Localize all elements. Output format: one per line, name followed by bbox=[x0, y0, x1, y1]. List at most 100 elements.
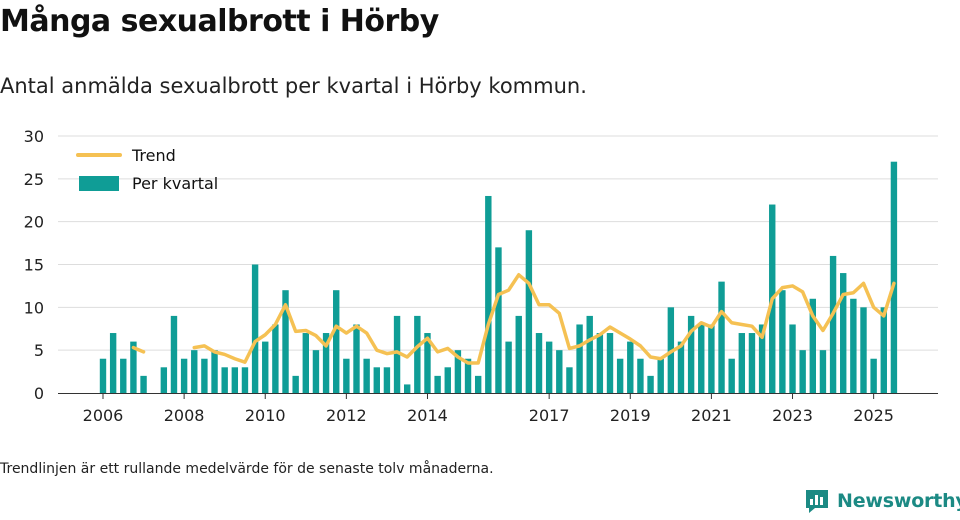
chart-subtitle: Antal anmälda sexualbrott per kvartal i … bbox=[0, 74, 587, 98]
bar-2023-Q4 bbox=[819, 350, 827, 393]
bar-2012-Q1 bbox=[343, 358, 350, 393]
trend-line bbox=[131, 273, 896, 365]
bar-2017-Q4 bbox=[576, 324, 583, 393]
bar-2009-Q2 bbox=[231, 367, 239, 393]
bar-2024-Q2 bbox=[840, 273, 847, 393]
bar-2011-Q3 bbox=[322, 333, 330, 393]
bar-2015-Q3 bbox=[485, 195, 492, 393]
footnote: Trendlinjen är ett rullande medelvärde f… bbox=[0, 461, 494, 477]
newsworthy-logo-icon bbox=[806, 490, 828, 513]
bar-2006-Q1 bbox=[99, 358, 107, 393]
bar-2011-Q4 bbox=[333, 290, 340, 393]
bar-2012-Q3 bbox=[363, 358, 370, 393]
bar-2017-Q3 bbox=[566, 367, 573, 393]
bar-2020-Q2 bbox=[677, 341, 685, 393]
y-axis-ticks: 0 5 10 15 20 25 30 bbox=[24, 127, 44, 403]
y-tick-label: 0 bbox=[34, 384, 44, 403]
bar-2016-Q2 bbox=[515, 315, 522, 393]
x-tick-label: 2014 bbox=[407, 406, 448, 425]
bar-2006-Q4 bbox=[130, 341, 137, 393]
x-tick-label: 2021 bbox=[691, 406, 732, 425]
x-tick-label: 2010 bbox=[245, 406, 286, 425]
bar-2010-Q1 bbox=[262, 341, 269, 393]
bar-2011-Q2 bbox=[312, 350, 320, 393]
bar-2019-Q1 bbox=[627, 341, 634, 393]
bar-2015-Q4 bbox=[495, 247, 502, 393]
bar-2013-Q1 bbox=[383, 367, 391, 393]
bar-2010-Q4 bbox=[292, 375, 299, 393]
bar-2008-Q1 bbox=[180, 358, 188, 393]
bar-2006-Q3 bbox=[120, 358, 127, 393]
bar-2023-Q2 bbox=[799, 350, 806, 393]
x-tick-label: 2025 bbox=[853, 406, 894, 425]
bar-2012-Q2 bbox=[353, 324, 360, 393]
bar-2010-Q2 bbox=[272, 324, 279, 393]
bar-2017-Q1 bbox=[545, 341, 553, 393]
legend-trend-label: Trend bbox=[131, 146, 176, 165]
bar-2021-Q2 bbox=[718, 281, 725, 393]
bar-2014-Q4 bbox=[454, 350, 462, 393]
trend-line-segment bbox=[131, 345, 146, 354]
bar-2006-Q2 bbox=[109, 333, 117, 393]
bar-2014-Q3 bbox=[444, 367, 451, 393]
bar-2008-Q2 bbox=[191, 350, 198, 393]
bar-2020-Q3 bbox=[687, 315, 695, 393]
x-tick-label: 2023 bbox=[772, 406, 813, 425]
x-tick-label: 2019 bbox=[610, 406, 651, 425]
bar-2018-Q1 bbox=[586, 315, 593, 393]
bar-2022-Q2 bbox=[758, 324, 766, 393]
y-tick-label: 10 bbox=[24, 298, 44, 317]
bar-2022-Q4 bbox=[779, 290, 786, 393]
bar-2024-Q1 bbox=[829, 255, 837, 393]
bar-2018-Q4 bbox=[616, 358, 624, 393]
bar-2020-Q4 bbox=[698, 324, 705, 393]
bar-2018-Q2 bbox=[596, 333, 604, 393]
legend-bar-label: Per kvartal bbox=[132, 174, 218, 193]
bar-2021-Q3 bbox=[728, 358, 735, 393]
bar-2019-Q3 bbox=[647, 375, 654, 393]
bar-2019-Q4 bbox=[657, 358, 664, 393]
bar-2014-Q1 bbox=[424, 333, 431, 393]
bar-2016-Q4 bbox=[535, 333, 543, 393]
bar-2023-Q1 bbox=[789, 324, 796, 393]
bar-2009-Q4 bbox=[251, 264, 259, 393]
y-tick-label: 25 bbox=[24, 170, 44, 189]
bar-2009-Q3 bbox=[241, 367, 249, 393]
x-tick-label: 2017 bbox=[529, 406, 570, 425]
bar-2016-Q1 bbox=[505, 341, 512, 393]
bar-2025-Q2 bbox=[880, 307, 887, 393]
bar-2021-Q4 bbox=[738, 333, 746, 393]
bar-2013-Q2 bbox=[393, 315, 401, 393]
bar-2022-Q1 bbox=[748, 333, 756, 393]
bar-2021-Q1 bbox=[708, 324, 715, 393]
x-tick-label: 2006 bbox=[83, 406, 124, 425]
trend-line-segment bbox=[192, 273, 896, 365]
bar-2016-Q3 bbox=[525, 230, 533, 393]
y-tick-label: 15 bbox=[24, 256, 44, 275]
x-axis-ticks: 2006 2008 2010 2012 2014 2017 2019 2021 2023 2025 bbox=[83, 393, 894, 425]
brand-logo: Newsworthy bbox=[804, 488, 960, 514]
bar-2017-Q2 bbox=[556, 350, 563, 393]
chart-title: Många sexualbrott i Hörby bbox=[0, 4, 439, 39]
bar-2013-Q3 bbox=[404, 384, 411, 393]
bar-2013-Q4 bbox=[414, 315, 421, 393]
legend-bar-swatch bbox=[79, 176, 119, 191]
bar-2019-Q2 bbox=[637, 358, 644, 393]
bar-2012-Q4 bbox=[373, 367, 380, 393]
x-tick-label: 2012 bbox=[326, 406, 367, 425]
bar-2015-Q2 bbox=[474, 375, 482, 393]
y-tick-label: 20 bbox=[24, 213, 44, 232]
bar-2007-Q3 bbox=[160, 367, 168, 393]
brand-name: Newsworthy bbox=[837, 490, 960, 512]
y-tick-label: 5 bbox=[34, 341, 44, 360]
bar-2011-Q1 bbox=[302, 333, 309, 393]
bar-2025-Q1 bbox=[870, 358, 877, 393]
bar-2024-Q4 bbox=[860, 307, 867, 393]
bar-2007-Q1 bbox=[140, 375, 147, 393]
bar-2009-Q1 bbox=[221, 367, 228, 393]
bar-2024-Q3 bbox=[850, 298, 857, 393]
bar-2023-Q3 bbox=[809, 298, 816, 393]
bar-2007-Q4 bbox=[170, 315, 178, 393]
bar-2008-Q3 bbox=[201, 358, 208, 393]
x-tick-label: 2008 bbox=[164, 406, 205, 425]
